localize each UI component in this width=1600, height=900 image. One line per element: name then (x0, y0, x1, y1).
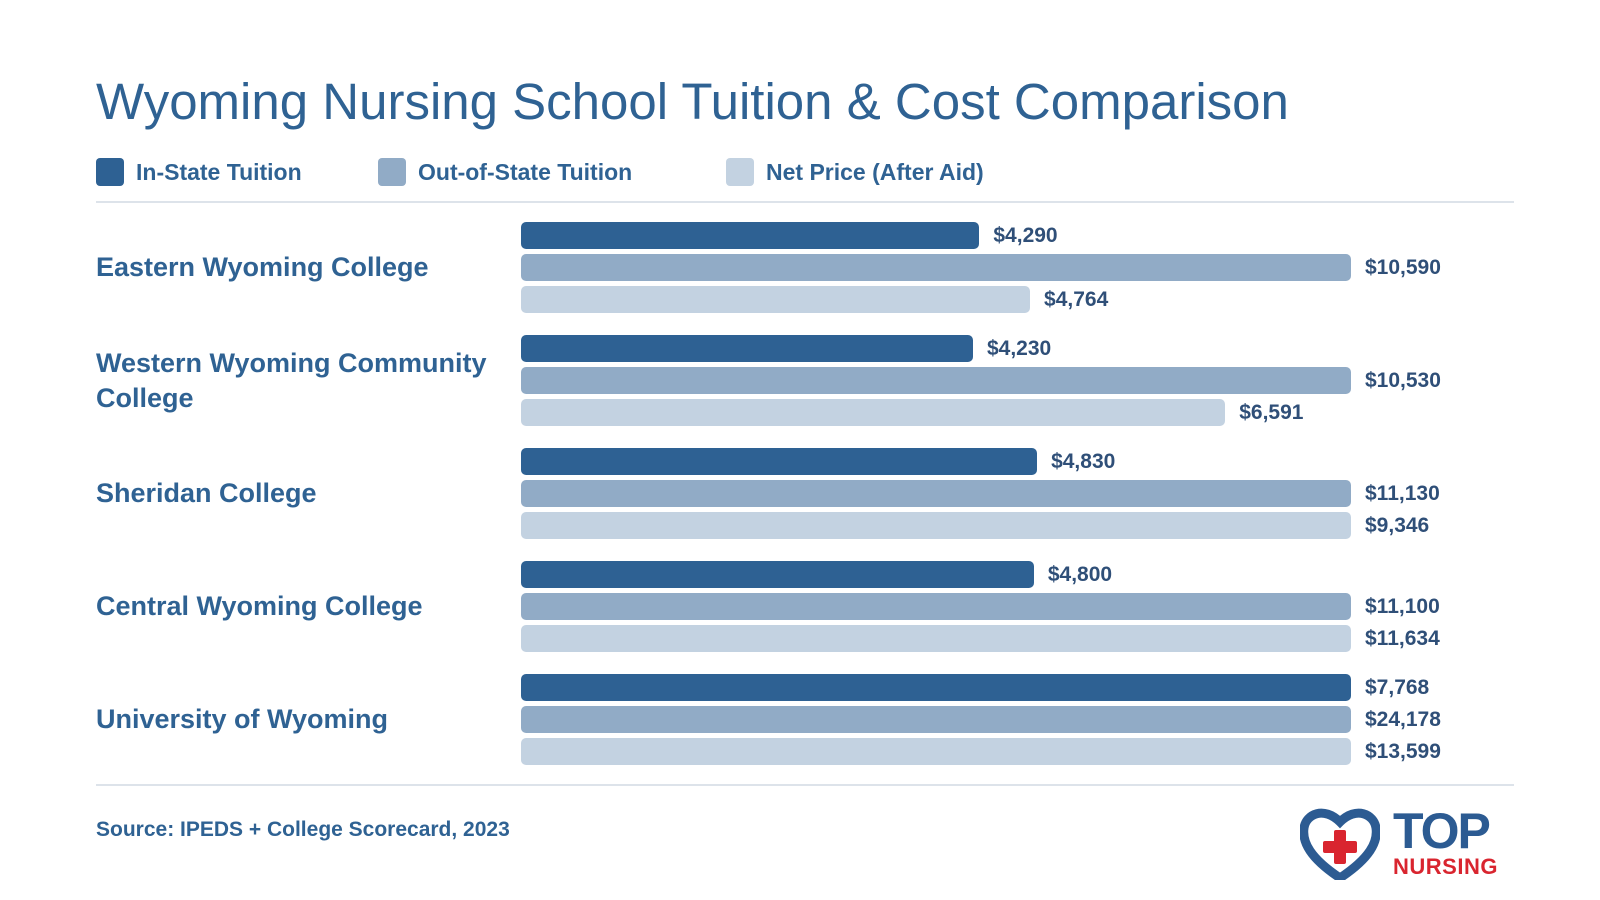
logo-wordmark-nursing: NURSING (1393, 854, 1498, 879)
legend-label-in-state: In-State Tuition (136, 158, 302, 185)
bar-value-label: $7,768 (1365, 676, 1430, 699)
legend-label-out-of-state: Out-of-State Tuition (418, 158, 633, 185)
legend-swatch-net-price (726, 158, 754, 186)
bar-value-label: $4,764 (1044, 288, 1109, 311)
bar-value-label: $10,590 (1365, 256, 1441, 279)
bar-value-label: $4,290 (993, 224, 1058, 247)
top-divider (96, 201, 1514, 203)
bar-value-label: $11,130 (1365, 482, 1440, 505)
bar-in-state (521, 222, 980, 249)
bar-out-of-state (521, 480, 1351, 507)
legend-swatch-in-state (96, 158, 124, 186)
bar-value-label: $11,100 (1365, 595, 1440, 618)
bar-net-price (521, 286, 1031, 313)
source-note: Source: IPEDS + College Scorecard, 2023 (96, 818, 510, 841)
bar-out-of-state (521, 706, 1351, 733)
bar-value-label: $4,230 (986, 337, 1052, 360)
bar-value-label: $13,599 (1365, 740, 1441, 763)
bar-net-price (521, 738, 1351, 765)
bar-net-price (521, 512, 1351, 539)
bar-out-of-state (521, 254, 1351, 281)
category-label: Central Wyoming College (96, 591, 423, 621)
bar-value-label: $4,800 (1047, 563, 1113, 586)
bar-value-label: $4,830 (1051, 450, 1116, 473)
bar-out-of-state (521, 367, 1351, 394)
bar-in-state (521, 561, 1034, 588)
legend-item-in-state: In-State Tuition (96, 158, 302, 186)
logo-wordmark-top: TOP (1393, 803, 1491, 859)
heart-cross-icon (1300, 808, 1380, 880)
chart-title: Wyoming Nursing School Tuition & Cost Co… (96, 73, 1289, 130)
bar-value-label: $10,530 (1365, 369, 1441, 392)
bar-value-label: $24,178 (1365, 708, 1441, 731)
category-label: Western Wyoming Community College (96, 347, 487, 413)
bar-value-label: $6,591 (1239, 401, 1304, 424)
bar-net-price (521, 625, 1351, 652)
bar-value-label: $11,634 (1365, 627, 1440, 650)
bottom-divider (96, 784, 1514, 786)
bar-out-of-state (521, 593, 1351, 620)
category-label: Sheridan College (96, 478, 317, 508)
category-label: University of Wyoming (96, 704, 389, 734)
top-nursing-logo: TOP NURSING (1300, 803, 1515, 880)
bar-in-state (521, 448, 1038, 475)
legend-item-net-price: Net Price (After Aid) (726, 158, 984, 186)
legend-swatch-out-of-state (378, 158, 406, 186)
bar-in-state (521, 674, 1351, 701)
bar-net-price (521, 399, 1226, 426)
bar-value-label: $9,346 (1365, 514, 1430, 537)
category-label: Eastern Wyoming College (96, 252, 429, 282)
legend-label-net-price: Net Price (After Aid) (766, 158, 984, 185)
bar-in-state (521, 335, 973, 362)
legend-item-out-of-state: Out-of-State Tuition (378, 158, 632, 186)
